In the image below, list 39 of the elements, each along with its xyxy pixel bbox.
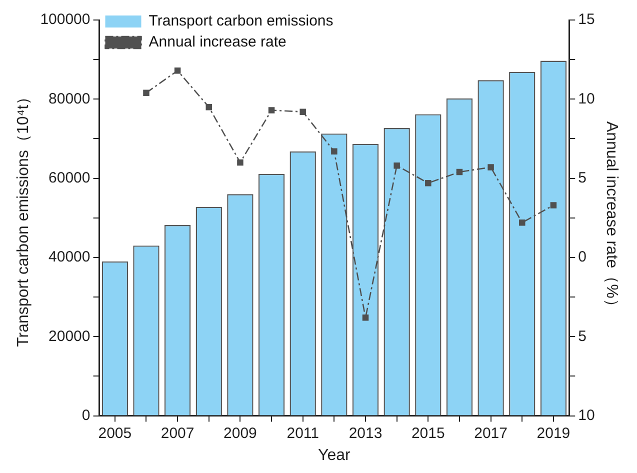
point	[300, 108, 306, 115]
y-tick-label: 80000	[48, 90, 90, 108]
point	[174, 68, 181, 74]
x-tick-label: 2019	[536, 424, 570, 442]
point	[206, 104, 212, 110]
y2-tick-label: 10	[578, 406, 595, 424]
y2-tick-label: 10	[578, 90, 595, 108]
y2-tick-label: 5	[578, 328, 586, 345]
x-tick-label: 2017	[474, 424, 508, 442]
x-tick-label: 2013	[348, 424, 382, 442]
y2-tick-label: 0	[578, 248, 586, 266]
y-axis-title: Transport carbon emissions（10⁴t）	[15, 88, 32, 347]
point	[362, 314, 369, 321]
x-tick-label: 2009	[224, 424, 257, 442]
y2-tick-label: 15	[578, 11, 595, 28]
legend-label: Transport carbon emissions	[148, 12, 334, 30]
point	[425, 180, 432, 186]
point	[143, 90, 150, 96]
point	[519, 220, 526, 226]
point	[550, 202, 557, 208]
point	[331, 148, 338, 155]
y-tick-label: 20000	[48, 328, 90, 345]
point	[456, 168, 463, 176]
point	[488, 164, 494, 170]
x-axis-title: Year	[318, 446, 352, 464]
y2-axis-title: Annual increase rate（%）	[602, 121, 620, 314]
point	[268, 107, 275, 114]
legend-label: Annual increase rate	[148, 34, 286, 51]
y2-tick-label: 5	[578, 169, 586, 186]
y-tick-label: 100000	[40, 11, 90, 28]
y-tick-label: 60000	[48, 169, 90, 186]
x-tick-label: 2005	[98, 424, 132, 442]
point	[237, 159, 244, 166]
y-tick-label: 40000	[48, 248, 90, 266]
y-tick-label: 0	[82, 406, 90, 424]
x-tick-label: 2011	[286, 424, 319, 442]
x-tick-label: 2015	[411, 424, 445, 442]
point	[394, 162, 400, 169]
x-tick-label: 2007	[160, 424, 194, 442]
